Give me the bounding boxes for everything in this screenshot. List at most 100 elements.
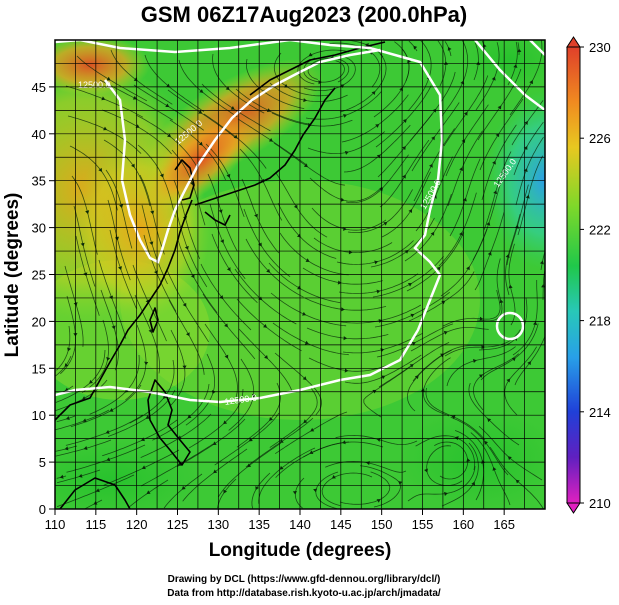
streamline-arrowhead	[106, 357, 111, 361]
streamline-arrowhead	[105, 430, 110, 434]
streamline	[84, 499, 103, 509]
streamline	[55, 349, 106, 403]
streamline-arrowhead	[293, 204, 298, 209]
streamline-arrowhead	[198, 110, 203, 114]
x-tick-label: 110	[45, 517, 66, 532]
streamline-arrowhead	[166, 83, 171, 88]
streamline	[303, 55, 356, 91]
streamline-arrowhead	[454, 436, 459, 441]
streamline	[473, 42, 479, 81]
streamline	[234, 268, 297, 325]
streamline	[413, 128, 455, 202]
colorbar-gradient	[566, 46, 581, 504]
streamline-arrowhead	[132, 95, 137, 100]
streamline-arrowhead	[251, 393, 256, 398]
streamline	[410, 327, 489, 352]
y-tick-label: 40	[32, 127, 46, 142]
streamline	[167, 89, 237, 139]
streamline-arrowhead	[269, 416, 273, 421]
streamline-arrowhead	[247, 463, 252, 468]
streamline-arrowhead	[258, 242, 262, 247]
streamline	[152, 383, 210, 441]
streamline-arrowhead	[371, 91, 376, 96]
streamline-arrowhead	[93, 500, 98, 505]
streamline-arrowhead	[182, 302, 187, 307]
streamline-arrowhead	[149, 241, 154, 246]
streamline	[202, 293, 256, 360]
y-tick-label: 45	[32, 80, 46, 95]
streamline	[411, 102, 460, 172]
streamline-arrowhead	[263, 323, 268, 328]
streamline	[166, 269, 209, 343]
streamline	[239, 148, 283, 221]
streamline-arrowhead	[381, 375, 386, 380]
streamline-arrowhead	[148, 329, 153, 334]
colorbar-tick-label: 226	[589, 131, 611, 146]
streamline	[408, 40, 418, 52]
streamline	[363, 366, 412, 418]
streamline-arrowhead	[525, 194, 530, 199]
credit-drawing: Drawing by DCL (https://www.gfd-dennou.o…	[168, 574, 441, 585]
streamline	[71, 175, 98, 255]
streamline-arrowhead	[344, 368, 349, 373]
streamline	[307, 57, 350, 83]
streamline	[468, 382, 520, 446]
streamline	[425, 387, 486, 441]
streamline	[55, 439, 112, 457]
streamline-arrowhead	[303, 98, 307, 103]
wind-streamlines	[55, 40, 545, 509]
colorbar-tick-label: 222	[589, 222, 611, 237]
x-tick-label: 130	[207, 517, 229, 532]
y-tick-label: 10	[32, 408, 46, 423]
streamline-arrowhead	[462, 197, 467, 202]
streamline	[214, 412, 280, 466]
streamline	[185, 353, 216, 426]
streamline	[81, 319, 109, 393]
x-tick-label: 140	[289, 517, 311, 532]
streamline	[103, 139, 151, 207]
streamline-arrowhead	[279, 439, 284, 443]
streamline-arrowhead	[517, 48, 522, 53]
streamline-arrowhead	[505, 254, 510, 258]
streamline-arrowhead	[226, 173, 231, 178]
streamline-arrowhead	[83, 446, 88, 451]
streamline-arrowhead	[407, 59, 412, 64]
streamline-arrowhead	[383, 221, 388, 226]
colorbar-tick-label: 230	[589, 40, 611, 55]
y-tick-label: 35	[32, 174, 46, 189]
streamline-arrowhead	[344, 150, 349, 155]
streamline	[449, 158, 481, 237]
streamline	[141, 204, 168, 285]
streamline-arrowhead	[268, 137, 273, 142]
streamline	[517, 42, 520, 56]
streamline-arrowhead	[106, 457, 111, 462]
streamline-arrowhead	[254, 213, 258, 218]
y-tick-label: 30	[32, 221, 46, 236]
streamline	[273, 142, 345, 186]
streamline	[169, 119, 226, 181]
streamline	[404, 193, 452, 262]
streamline	[139, 174, 165, 255]
streamline-arrowhead	[466, 266, 470, 271]
streamline-arrowhead	[187, 414, 192, 419]
streamline	[89, 354, 140, 415]
streamline-arrowhead	[98, 167, 102, 172]
streamline	[163, 473, 203, 509]
streamline-arrowhead	[131, 163, 135, 168]
streamline	[381, 171, 431, 238]
streamline-arrowhead	[444, 491, 448, 496]
streamline-arrowhead	[248, 437, 253, 442]
contour-east	[474, 40, 545, 111]
streamline-arrowhead	[185, 332, 190, 337]
lat-lon-grid	[55, 40, 545, 509]
streamline-arrowhead	[507, 456, 512, 461]
streamline-arrowhead	[140, 437, 145, 442]
streamline	[339, 471, 391, 505]
streamline	[55, 409, 110, 431]
streamline	[325, 460, 407, 473]
coastline-japan-south	[204, 211, 231, 226]
streamline-arrowhead	[304, 340, 309, 345]
streamline-arrowhead	[487, 251, 492, 256]
streamline-arrowhead	[443, 330, 448, 335]
coastline-borneo	[59, 477, 131, 509]
